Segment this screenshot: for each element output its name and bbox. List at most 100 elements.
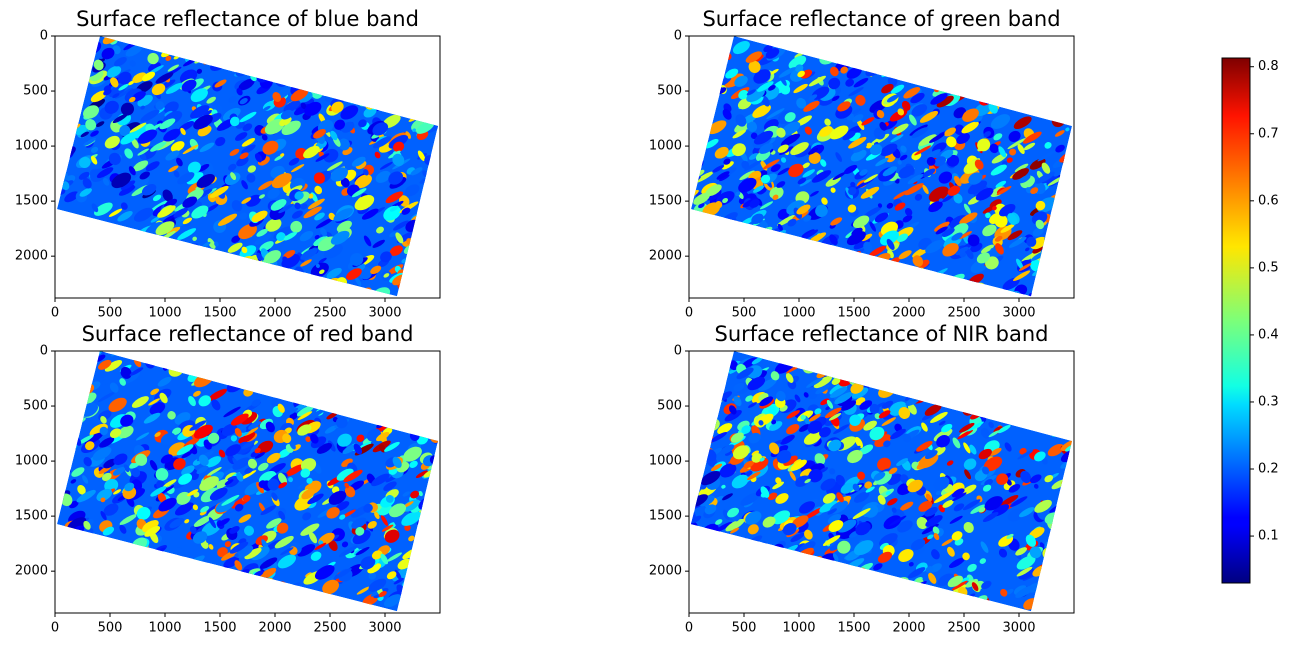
texture [229, 584, 253, 605]
texture [897, 586, 911, 598]
texture [113, 287, 136, 304]
texture [73, 253, 89, 266]
texture [992, 38, 1009, 52]
texture [732, 223, 745, 234]
texture [1039, 370, 1050, 381]
texture [893, 276, 917, 297]
texture [112, 258, 130, 272]
texture [54, 87, 71, 102]
texture [324, 386, 347, 404]
texture [136, 575, 144, 584]
texture [895, 362, 902, 369]
texture [774, 283, 799, 305]
texture [389, 384, 397, 391]
texture [822, 605, 841, 619]
texture [734, 254, 752, 271]
texture [808, 359, 821, 372]
texture [1037, 60, 1048, 73]
texture [61, 417, 71, 430]
texture [171, 242, 189, 256]
image [46, 28, 449, 306]
texture [214, 579, 226, 592]
texture [416, 262, 434, 279]
texture [404, 103, 418, 118]
texture [65, 395, 75, 404]
texture [264, 63, 278, 78]
texture [910, 600, 925, 612]
texture [1027, 73, 1050, 91]
texture [713, 584, 732, 602]
texture [858, 574, 877, 592]
texture [122, 563, 139, 575]
texture [424, 239, 444, 254]
texture [777, 293, 785, 300]
texture [358, 61, 377, 79]
texture [396, 76, 406, 89]
texture [117, 581, 129, 592]
texture [343, 399, 362, 416]
texture [263, 360, 278, 375]
texture [390, 392, 402, 406]
texture [111, 577, 125, 590]
texture [236, 35, 255, 52]
texture [1047, 268, 1064, 283]
texture [685, 271, 698, 283]
texture [396, 54, 414, 69]
texture [919, 29, 939, 44]
texture [743, 544, 766, 564]
texture [712, 347, 729, 362]
texture [117, 261, 128, 274]
texture [739, 288, 749, 298]
texture [986, 38, 1005, 54]
texture [73, 244, 91, 261]
texture [65, 78, 84, 95]
texture [348, 43, 356, 50]
texture [751, 247, 761, 256]
texture [1053, 106, 1072, 123]
texture [97, 257, 118, 275]
texture [215, 571, 236, 589]
texture [1061, 512, 1073, 526]
texture [305, 360, 321, 374]
texture [937, 386, 948, 400]
texture [943, 374, 964, 391]
texture [707, 355, 720, 366]
texture [710, 290, 727, 303]
texture [894, 595, 908, 608]
texture [73, 28, 96, 48]
texture [874, 283, 897, 302]
texture [822, 560, 829, 567]
texture [1050, 400, 1065, 414]
texture [197, 581, 207, 591]
texture [424, 289, 444, 304]
texture [749, 588, 763, 598]
texture [792, 591, 809, 605]
texture [86, 569, 102, 581]
texture [47, 441, 71, 462]
texture [87, 290, 97, 302]
texture [900, 584, 911, 593]
texture [200, 254, 217, 269]
texture [100, 576, 115, 590]
texture [834, 279, 841, 285]
texture [423, 188, 442, 204]
texture [327, 36, 349, 55]
texture [416, 245, 438, 263]
texture [371, 366, 387, 381]
texture [749, 560, 762, 572]
texture [696, 292, 703, 301]
texture [863, 576, 884, 594]
texture [319, 395, 340, 412]
texture [875, 44, 895, 62]
texture [699, 584, 723, 605]
texture [149, 237, 156, 243]
texture [964, 361, 985, 378]
texture [1038, 92, 1054, 108]
texture [170, 596, 188, 611]
texture [950, 278, 969, 294]
texture [754, 279, 773, 293]
texture [239, 356, 247, 366]
texture [123, 239, 142, 255]
texture [212, 368, 222, 378]
texture [695, 387, 705, 395]
